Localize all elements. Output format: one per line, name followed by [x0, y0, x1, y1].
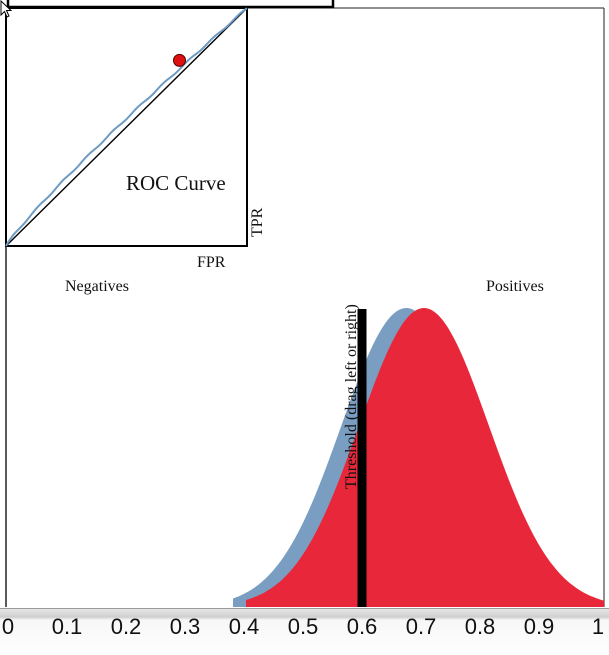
roc-title: ROC Curve: [126, 171, 226, 195]
tpr-label: TPR: [249, 207, 266, 237]
axis-tick-label: 0.5: [287, 614, 319, 639]
roc-operating-point: [173, 53, 186, 67]
positives-distribution: [246, 308, 604, 607]
threshold-label: Threshold (drag left or right): [343, 304, 360, 489]
axis-tick-label: 0.1: [51, 614, 83, 639]
axis-tick-label: 0.2: [110, 614, 142, 639]
axis-tick-label: 0.3: [169, 614, 201, 639]
axis-tick-label: 0.7: [405, 614, 437, 639]
axis-tick-label: 0.6: [346, 614, 378, 639]
axis-tick-label: 0.4: [228, 614, 260, 639]
axis-tick-label: 0.9: [523, 614, 555, 639]
threshold-axis: [0, 608, 609, 655]
positives-label: Positives: [486, 278, 544, 295]
axis-tick-label: 0.8: [464, 614, 496, 639]
roc-curve: [5, 7, 248, 247]
axis-tick-label: 0: [1, 614, 15, 639]
top-panel-edge: [6, 0, 335, 9]
negatives-label: Negatives: [65, 278, 129, 295]
threshold-line[interactable]: [357, 309, 367, 607]
axis-tick-label: 1: [591, 614, 605, 639]
fpr-label: FPR: [197, 254, 226, 271]
roc-diagonal: [5, 7, 248, 247]
roc-box: [5, 7, 248, 247]
mouse-pointer-icon: [0, 0, 13, 18]
